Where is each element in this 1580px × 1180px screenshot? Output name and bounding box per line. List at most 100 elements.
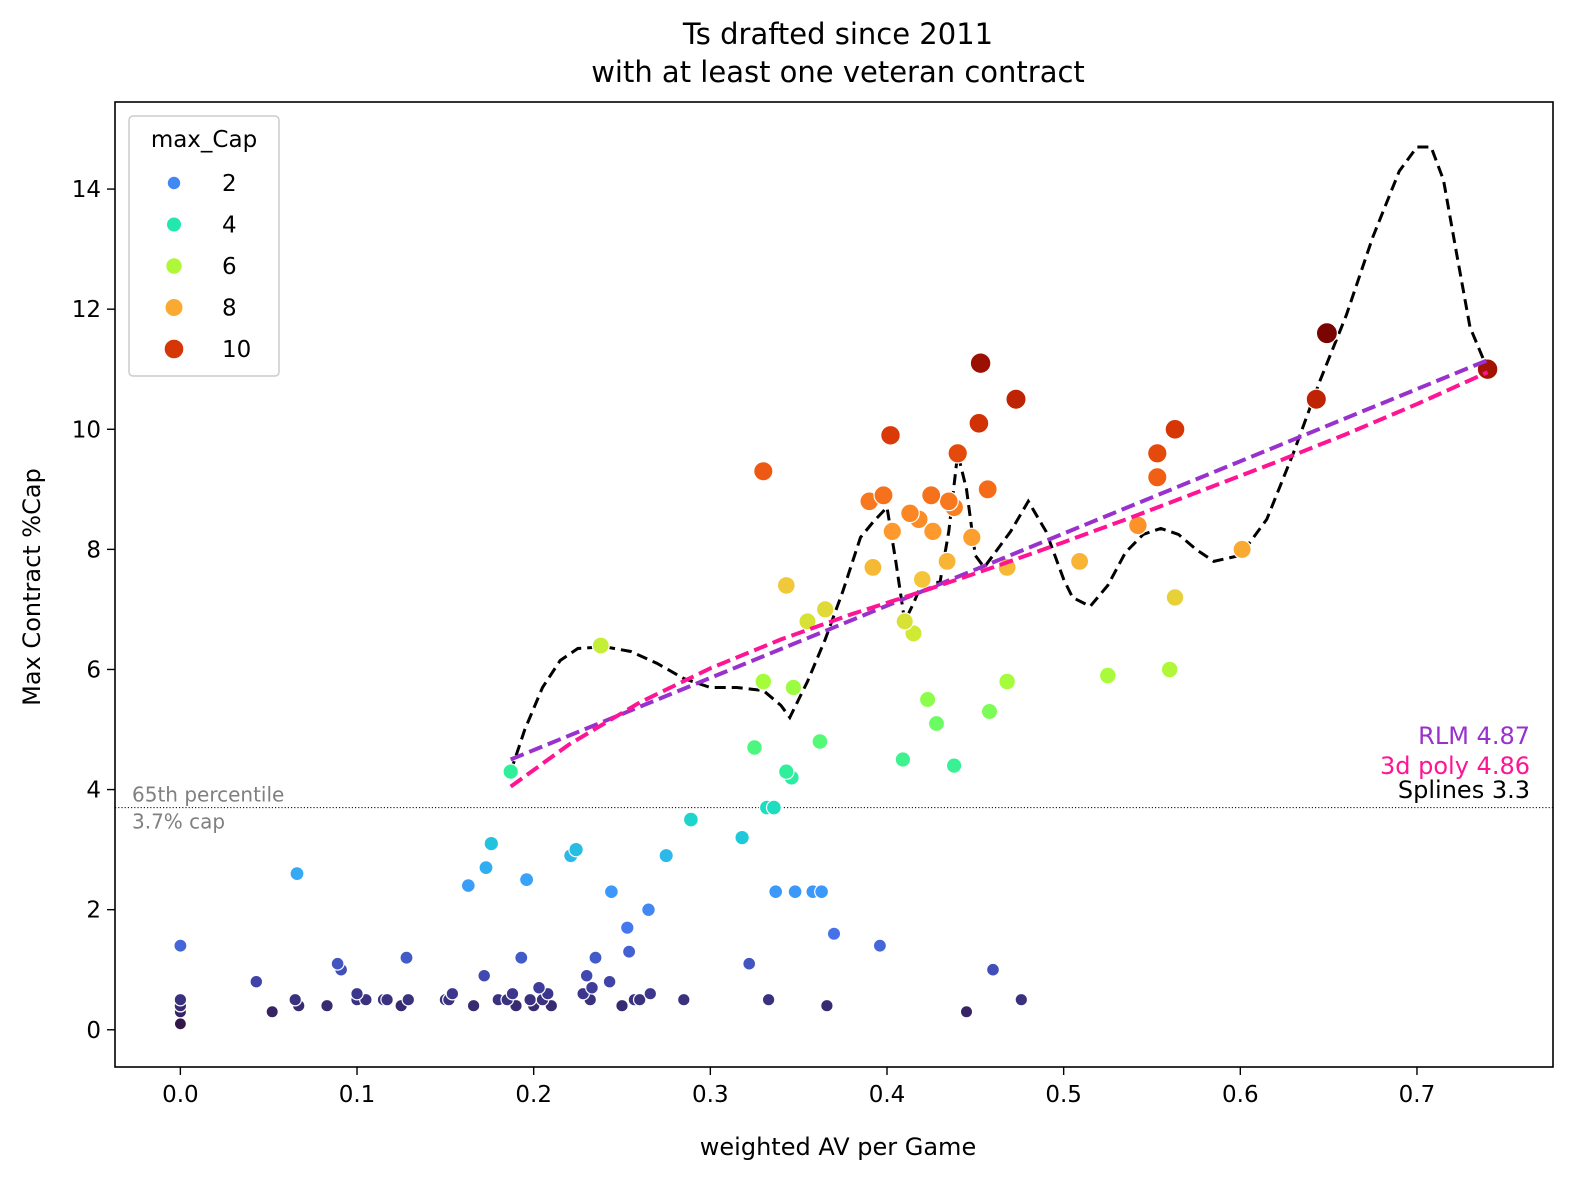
data-point <box>882 521 903 542</box>
data-point <box>173 992 188 1007</box>
x-tick-label: 0.0 <box>162 1082 199 1108</box>
data-point <box>568 841 584 858</box>
data-point <box>1164 418 1186 440</box>
plot-frame <box>114 101 1554 1068</box>
legend-frame <box>128 115 280 377</box>
y-axis-label: Max Contract %Cap <box>18 468 46 706</box>
legend-marker <box>165 257 183 275</box>
legend-label: 2 <box>222 171 237 197</box>
data-point <box>947 442 968 464</box>
data-point <box>959 1005 974 1019</box>
chart-title: Ts drafted since 2011 <box>682 17 993 51</box>
data-point <box>615 998 629 1013</box>
data-point <box>1305 388 1328 410</box>
y-tick-label: 8 <box>86 537 101 563</box>
legend-marker <box>164 297 184 318</box>
data-point <box>1098 666 1117 685</box>
x-axis-label: weighted AV per Game <box>700 1133 976 1161</box>
data-point <box>927 714 946 733</box>
data-point <box>912 569 932 589</box>
x-tick-label: 0.2 <box>515 1082 552 1108</box>
data-point <box>518 871 535 888</box>
data-point <box>588 950 603 965</box>
legend-label: 6 <box>222 254 237 280</box>
data-point <box>753 461 774 482</box>
data-point <box>579 968 594 983</box>
data-point <box>350 986 364 1001</box>
poly-fit-line <box>509 370 1489 789</box>
data-point <box>826 926 842 941</box>
rlm-fit-line <box>509 358 1489 762</box>
data-point <box>784 678 803 697</box>
y-tick-label: 4 <box>86 778 101 804</box>
data-point <box>977 479 998 500</box>
x-tick-label: 0.6 <box>1222 1082 1259 1108</box>
data-point <box>591 636 610 655</box>
data-point <box>602 974 617 989</box>
x-tick-label: 0.3 <box>692 1082 729 1108</box>
data-point <box>466 998 481 1013</box>
data-point <box>505 986 520 1001</box>
data-point <box>1069 551 1090 572</box>
legend-label: 10 <box>222 337 251 363</box>
legend-label: 4 <box>222 213 237 239</box>
data-point <box>478 859 494 876</box>
data-point <box>921 485 942 506</box>
data-point <box>968 412 990 434</box>
y-tick-label: 10 <box>72 417 101 443</box>
y-tick-label: 12 <box>72 297 101 323</box>
data-point <box>682 811 699 828</box>
data-point <box>961 527 982 548</box>
data-point <box>1005 388 1027 410</box>
data-point <box>923 521 943 542</box>
data-point <box>643 986 658 1001</box>
data-point <box>777 763 795 780</box>
data-point <box>937 551 957 572</box>
data-point <box>918 690 937 709</box>
data-point <box>895 612 914 631</box>
data-point <box>632 992 647 1007</box>
data-point <box>658 847 674 864</box>
legend: max_Cap 2 4 6 8 10 <box>128 115 280 377</box>
data-point <box>1160 660 1179 679</box>
chart-subtitle: with at least one veteran contract <box>591 55 1085 89</box>
data-point <box>894 751 912 768</box>
data-point <box>460 878 476 894</box>
data-point <box>754 672 773 691</box>
reference-label-line2: 3.7% cap <box>132 810 225 834</box>
data-point <box>249 974 264 989</box>
data-point <box>641 902 656 918</box>
data-point <box>1147 442 1168 464</box>
data-point <box>1014 992 1029 1007</box>
data-point <box>820 998 834 1013</box>
data-point <box>969 352 992 375</box>
data-point <box>734 829 750 846</box>
data-point <box>1147 467 1168 488</box>
y-tick-label: 14 <box>72 177 101 203</box>
data-point <box>1315 322 1339 345</box>
data-point <box>746 739 763 756</box>
data-point <box>776 575 796 595</box>
poly-metric-label: 3d poly 4.86 <box>1380 752 1530 780</box>
data-point <box>265 1005 279 1019</box>
rlm-metric-label: RLM 4.87 <box>1418 722 1530 750</box>
data-point <box>768 884 784 900</box>
data-point <box>619 920 635 935</box>
data-point <box>814 884 830 900</box>
legend-marker <box>163 338 185 360</box>
data-point <box>787 884 803 900</box>
data-point <box>502 763 519 780</box>
legend-title: max_Cap <box>151 127 257 153</box>
data-point <box>872 938 888 953</box>
data-point <box>742 956 757 971</box>
data-point <box>815 600 835 619</box>
data-point <box>765 799 782 816</box>
data-point <box>320 998 334 1013</box>
data-point <box>1165 588 1185 607</box>
legend-marker <box>166 175 182 191</box>
x-tick-label: 0.7 <box>1399 1082 1436 1108</box>
data-point <box>401 992 416 1007</box>
data-point <box>863 557 883 578</box>
